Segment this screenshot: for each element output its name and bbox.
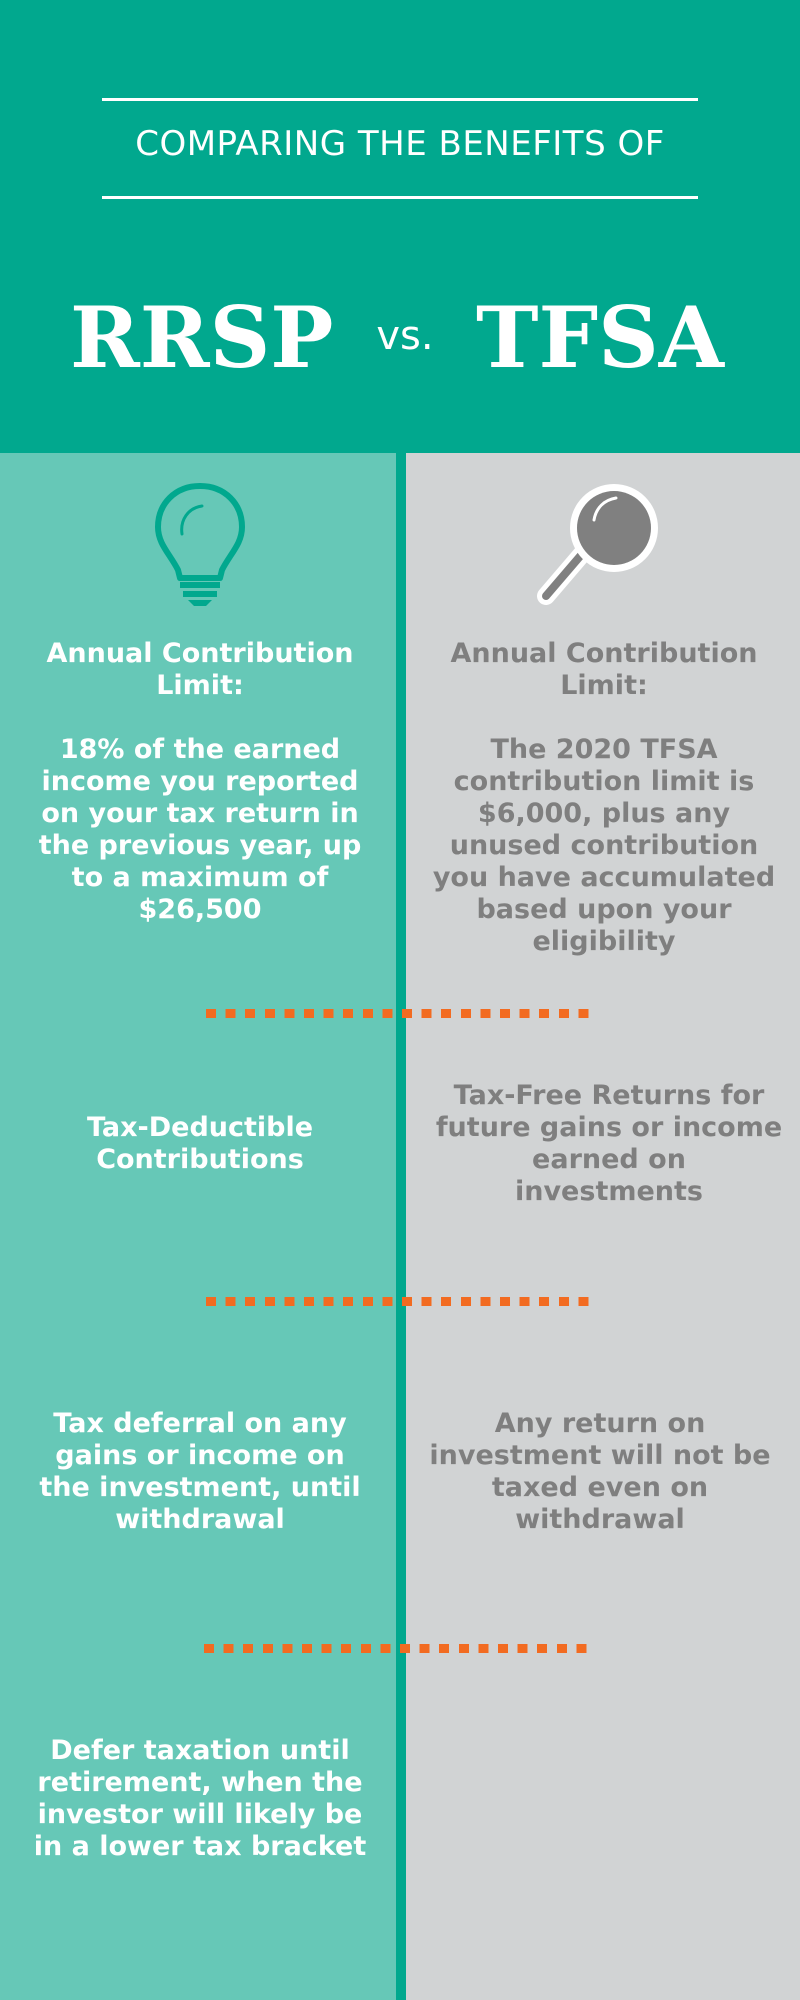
- header-banner: COMPARING THE BENEFITS OF RRSP vs. TFSA: [0, 0, 800, 453]
- tfsa-title: TFSA: [476, 288, 724, 387]
- rrsp-tax-deferral: Tax deferral on any gains or income on t…: [39, 1408, 361, 1535]
- rrsp-column: [0, 453, 396, 2000]
- tfsa-tax-free-returns: Tax-Free Returns for future gains or inc…: [435, 1080, 783, 1207]
- rrsp-title: RRSP: [70, 288, 334, 387]
- top-rule: [102, 98, 698, 101]
- dotted-separator: [206, 1009, 590, 1018]
- lightbulb-icon: [155, 483, 245, 606]
- dotted-separator: [206, 1297, 590, 1306]
- rrsp-tax-deductible: Tax-Deductible Contributions: [86, 1112, 314, 1175]
- rrsp-contribution-limit: Annual Contribution Limit: 18% of the ea…: [38, 638, 362, 925]
- column-divider: [396, 453, 406, 2000]
- rrsp-defer-taxation: Defer taxation until retirement, when th…: [33, 1735, 367, 1862]
- dotted-separator: [204, 1644, 588, 1653]
- bottom-rule: [102, 196, 698, 199]
- header-subtitle: COMPARING THE BENEFITS OF: [135, 124, 665, 164]
- tfsa-untaxed-return: Any return on investment will not be tax…: [429, 1408, 771, 1535]
- magnifying-glass-icon: [537, 484, 658, 605]
- vs-label: vs.: [376, 313, 434, 359]
- tfsa-column: [406, 453, 800, 2000]
- tfsa-contribution-limit: Annual Contribution Limit: The 2020 TFSA…: [432, 638, 776, 957]
